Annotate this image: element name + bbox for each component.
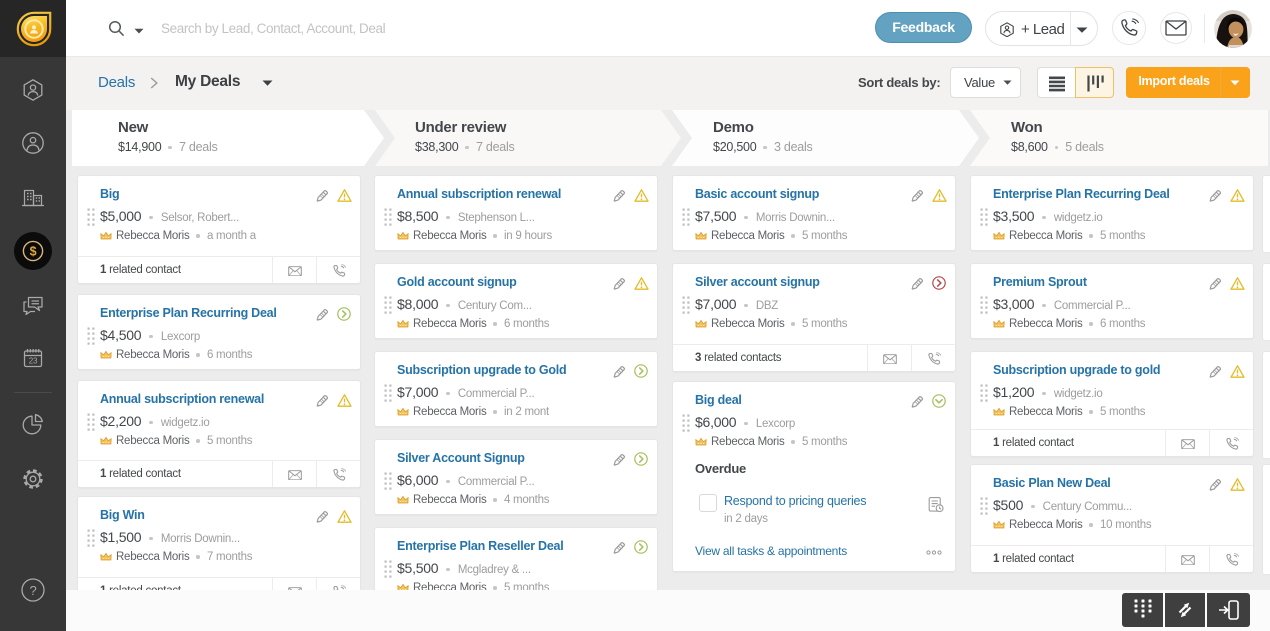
svg-text:23: 23 <box>29 357 38 366</box>
svg-text:$: $ <box>30 245 37 259</box>
svg-text:?: ? <box>30 583 37 598</box>
